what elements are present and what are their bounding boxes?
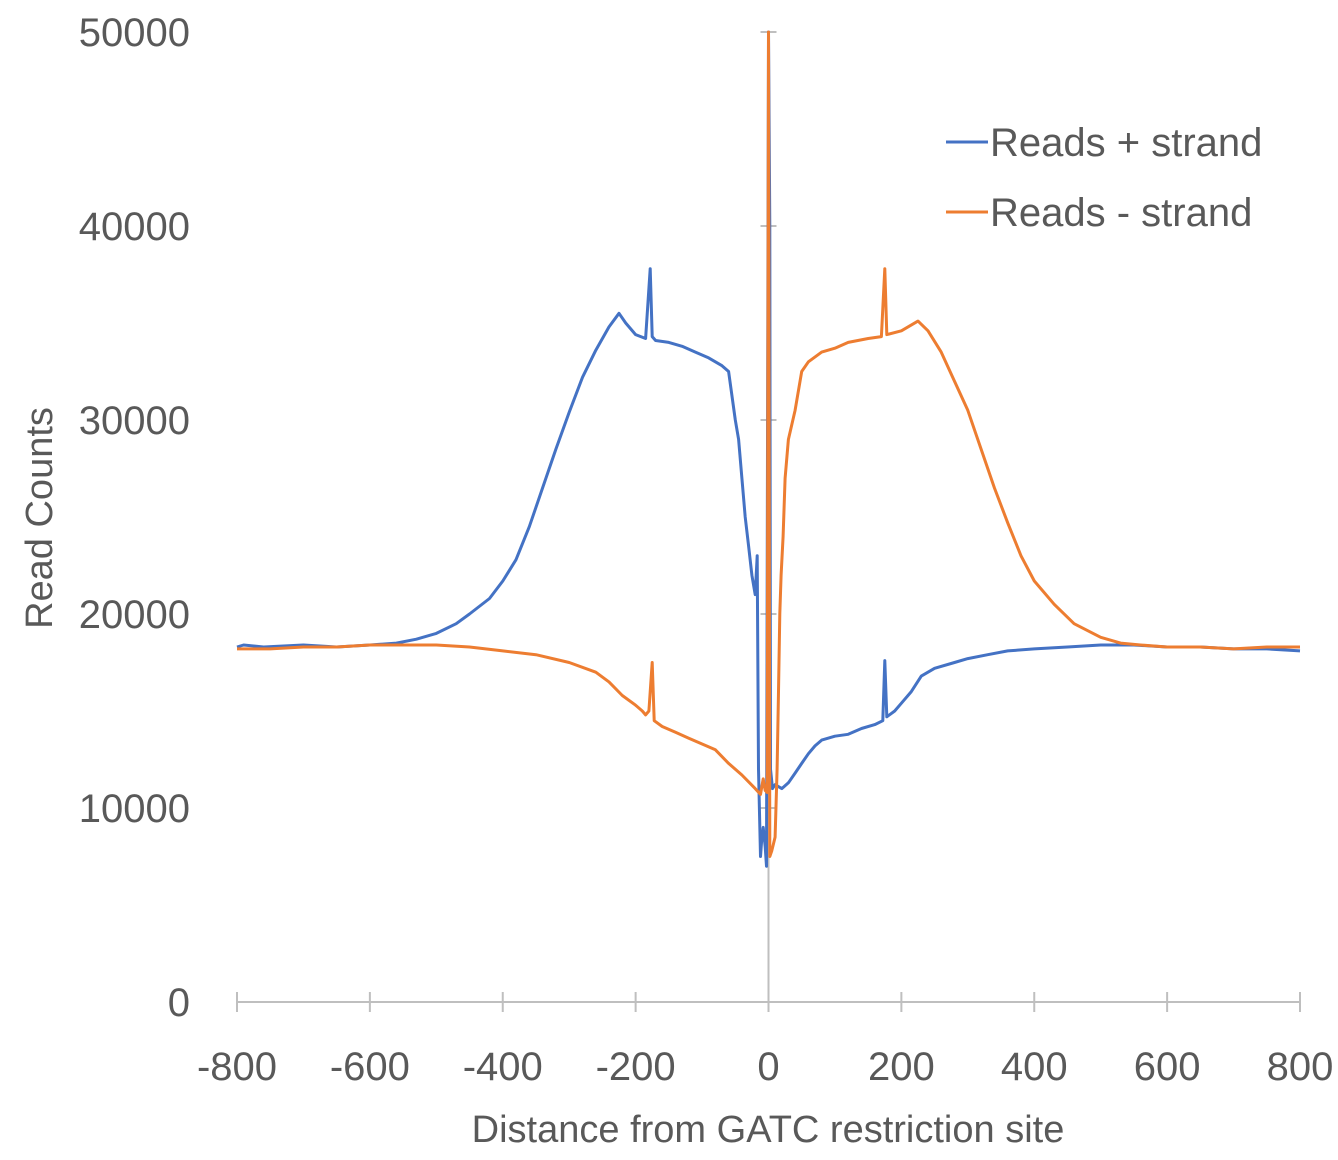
y-tick-label: 30000 [79, 399, 190, 443]
x-tick-label: 600 [1134, 1045, 1201, 1089]
x-tick-label: -400 [463, 1045, 543, 1089]
series-line-minus-strand [237, 30, 1300, 858]
legend-label: Reads - strand [990, 191, 1252, 235]
x-axis-title: Distance from GATC restriction site [472, 1109, 1065, 1151]
y-tick-label: 50000 [79, 11, 190, 55]
x-tick-label: -800 [197, 1045, 277, 1089]
y-tick-label: 40000 [79, 205, 190, 249]
legend-label: Reads + strand [990, 121, 1262, 165]
y-tick-label: 0 [168, 981, 190, 1025]
x-tick-label: -200 [596, 1045, 676, 1089]
y-tick-label: 10000 [79, 787, 190, 831]
x-tick-label: 200 [868, 1045, 935, 1089]
series-line-plus-strand [236, 30, 1301, 868]
x-tick-label: 0 [757, 1045, 779, 1089]
x-tick-label: 800 [1267, 1045, 1334, 1089]
x-tick-label: 400 [1001, 1045, 1068, 1089]
x-tick-label: -600 [330, 1045, 410, 1089]
y-axis-title: Read Counts [19, 407, 61, 629]
y-tick-label: 20000 [79, 593, 190, 637]
